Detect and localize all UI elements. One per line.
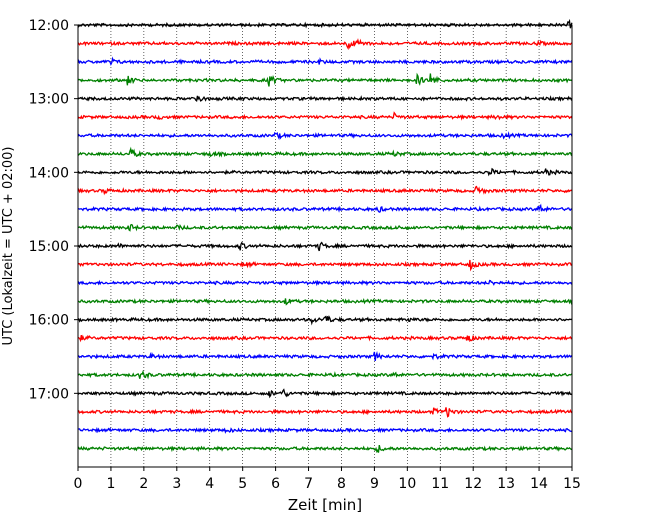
trace-line — [77, 279, 573, 287]
y-axis-label: UTC (Lokalzeit = UTC + 02:00) — [1, 147, 16, 346]
x-tick-label: 13 — [497, 476, 515, 492]
trace-line — [77, 131, 573, 141]
x-tick-label: 0 — [74, 476, 83, 492]
trace-line — [78, 315, 573, 326]
x-tick-label: 14 — [530, 476, 548, 492]
trace-line — [77, 146, 573, 158]
x-tick-label: 8 — [337, 476, 346, 492]
trace-line — [77, 369, 573, 380]
trace-line — [77, 350, 573, 361]
trace-line — [77, 72, 573, 87]
y-tick-label: 12:00 — [29, 18, 69, 34]
x-tick-label: 3 — [172, 476, 181, 492]
x-tick-label: 15 — [563, 476, 581, 492]
y-tick-label: 14:00 — [29, 165, 69, 181]
x-axis-label: Zeit [min] — [288, 496, 362, 514]
x-tick-label: 12 — [464, 476, 482, 492]
trace-line — [77, 297, 573, 306]
trace-line — [77, 444, 573, 454]
trace-line — [77, 38, 573, 51]
y-tick-label: 17:00 — [29, 386, 69, 402]
trace-line — [77, 56, 573, 66]
x-tick-label: 11 — [431, 476, 449, 492]
trace-line — [77, 167, 573, 177]
y-axis-ticks: 12:00 13:00 14:00 15:00 16:00 17:00 — [29, 18, 78, 402]
trace-line — [77, 259, 573, 272]
traces — [77, 18, 573, 454]
x-tick-label: 7 — [304, 476, 313, 492]
y-tick-label: 16:00 — [29, 313, 69, 329]
trace-line — [77, 203, 573, 213]
x-tick-label: 9 — [370, 476, 379, 492]
trace-line — [77, 407, 573, 418]
y-tick-label: 15:00 — [29, 239, 69, 255]
x-tick-label: 10 — [398, 476, 416, 492]
x-axis-ticks: 0 1 2 3 4 5 6 7 8 9 10 11 12 13 14 15 — [74, 467, 581, 492]
trace-line — [77, 223, 573, 232]
trace-line — [77, 334, 573, 343]
y-tick-label: 13:00 — [29, 92, 69, 108]
x-tick-label: 1 — [106, 476, 115, 492]
trace-line — [77, 426, 573, 434]
trace-line — [77, 111, 573, 121]
x-tick-label: 6 — [271, 476, 280, 492]
trace-line — [77, 388, 573, 399]
x-tick-label: 2 — [139, 476, 148, 492]
trace-line — [77, 185, 573, 196]
trace-line — [77, 95, 573, 103]
x-tick-label: 5 — [238, 476, 247, 492]
x-tick-label: 4 — [205, 476, 214, 492]
trace-line — [77, 241, 573, 252]
